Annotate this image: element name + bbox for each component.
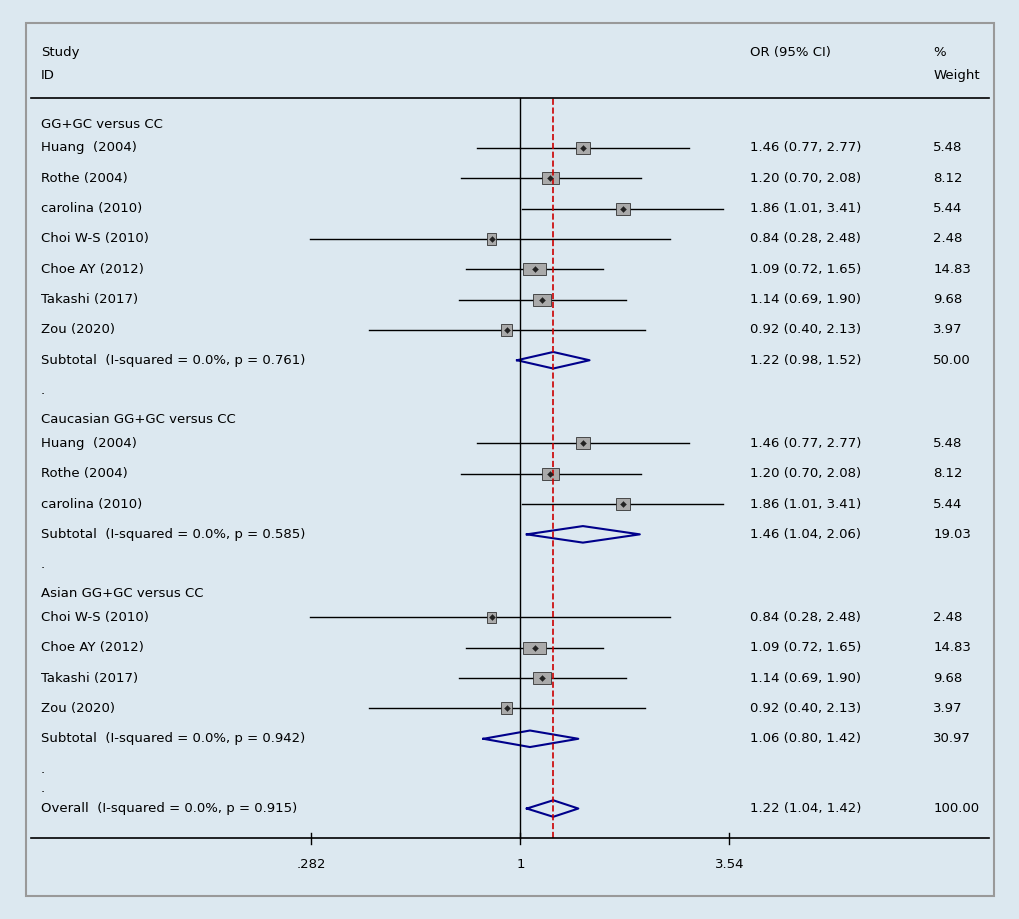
Bar — [523, 641, 545, 653]
Text: 8.12: 8.12 — [932, 467, 962, 481]
Text: Zou (2020): Zou (2020) — [41, 702, 115, 715]
Text: .: . — [41, 558, 45, 572]
Text: Choe AY (2012): Choe AY (2012) — [41, 263, 144, 276]
Text: 0.84 (0.28, 2.48): 0.84 (0.28, 2.48) — [749, 611, 860, 624]
Text: 1.22 (0.98, 1.52): 1.22 (0.98, 1.52) — [749, 354, 860, 367]
Text: 5.48: 5.48 — [932, 142, 962, 154]
Text: 3.97: 3.97 — [932, 323, 962, 336]
Text: 5.44: 5.44 — [932, 497, 962, 511]
Text: 9.68: 9.68 — [932, 293, 962, 306]
Text: 1.46 (0.77, 2.77): 1.46 (0.77, 2.77) — [749, 437, 860, 450]
Text: 1.86 (1.01, 3.41): 1.86 (1.01, 3.41) — [749, 497, 860, 511]
Text: Huang  (2004): Huang (2004) — [41, 437, 137, 450]
Text: .: . — [41, 782, 45, 795]
Text: Asian GG+GC versus CC: Asian GG+GC versus CC — [41, 587, 203, 600]
Text: 1.20 (0.70, 2.08): 1.20 (0.70, 2.08) — [749, 467, 860, 481]
Text: Takashi (2017): Takashi (2017) — [41, 293, 138, 306]
Bar — [576, 142, 589, 154]
Text: Takashi (2017): Takashi (2017) — [41, 672, 138, 685]
Text: 0.92 (0.40, 2.13): 0.92 (0.40, 2.13) — [749, 323, 860, 336]
Text: ID: ID — [41, 69, 55, 82]
Text: Weight: Weight — [932, 69, 979, 82]
Bar — [576, 437, 589, 449]
Text: .282: .282 — [297, 858, 325, 871]
Text: Overall  (I-squared = 0.0%, p = 0.915): Overall (I-squared = 0.0%, p = 0.915) — [41, 802, 297, 815]
Text: 1.20 (0.70, 2.08): 1.20 (0.70, 2.08) — [749, 172, 860, 185]
Text: carolina (2010): carolina (2010) — [41, 497, 142, 511]
Text: OR (95% CI): OR (95% CI) — [749, 46, 829, 59]
Text: 1.14 (0.69, 1.90): 1.14 (0.69, 1.90) — [749, 672, 860, 685]
Text: .: . — [41, 384, 45, 397]
Text: Zou (2020): Zou (2020) — [41, 323, 115, 336]
Text: Choi W-S (2010): Choi W-S (2010) — [41, 233, 149, 245]
Text: 1.46 (1.04, 2.06): 1.46 (1.04, 2.06) — [749, 528, 860, 541]
Text: 1.46 (0.77, 2.77): 1.46 (0.77, 2.77) — [749, 142, 860, 154]
Bar — [500, 702, 512, 714]
Text: 30.97: 30.97 — [932, 732, 970, 745]
Text: Subtotal  (I-squared = 0.0%, p = 0.942): Subtotal (I-squared = 0.0%, p = 0.942) — [41, 732, 305, 745]
Bar — [500, 324, 512, 336]
Text: 0.84 (0.28, 2.48): 0.84 (0.28, 2.48) — [749, 233, 860, 245]
Text: 14.83: 14.83 — [932, 641, 970, 654]
Bar — [532, 294, 550, 306]
Text: Huang  (2004): Huang (2004) — [41, 142, 137, 154]
Text: Study: Study — [41, 46, 79, 59]
Text: 19.03: 19.03 — [932, 528, 970, 541]
Bar — [542, 173, 558, 185]
Bar — [486, 611, 495, 623]
Text: Choi W-S (2010): Choi W-S (2010) — [41, 611, 149, 624]
Text: 3.97: 3.97 — [932, 702, 962, 715]
Text: 9.68: 9.68 — [932, 672, 962, 685]
Text: Caucasian GG+GC versus CC: Caucasian GG+GC versus CC — [41, 413, 235, 426]
Bar — [542, 468, 558, 480]
Text: Rothe (2004): Rothe (2004) — [41, 172, 127, 185]
FancyBboxPatch shape — [25, 23, 994, 896]
Text: 5.44: 5.44 — [932, 202, 962, 215]
Text: 1.22 (1.04, 1.42): 1.22 (1.04, 1.42) — [749, 802, 860, 815]
Text: 2.48: 2.48 — [932, 611, 962, 624]
Text: 1.09 (0.72, 1.65): 1.09 (0.72, 1.65) — [749, 641, 860, 654]
Text: 5.48: 5.48 — [932, 437, 962, 450]
Text: Subtotal  (I-squared = 0.0%, p = 0.585): Subtotal (I-squared = 0.0%, p = 0.585) — [41, 528, 305, 541]
Text: 50.00: 50.00 — [932, 354, 970, 367]
Text: 14.83: 14.83 — [932, 263, 970, 276]
Text: 100.00: 100.00 — [932, 802, 978, 815]
Text: %: % — [932, 46, 945, 59]
Bar — [615, 498, 629, 510]
Text: 1: 1 — [516, 858, 524, 871]
Text: .: . — [41, 763, 45, 776]
Bar — [615, 203, 629, 215]
Text: Subtotal  (I-squared = 0.0%, p = 0.761): Subtotal (I-squared = 0.0%, p = 0.761) — [41, 354, 305, 367]
Text: 8.12: 8.12 — [932, 172, 962, 185]
Text: 1.06 (0.80, 1.42): 1.06 (0.80, 1.42) — [749, 732, 860, 745]
Bar — [532, 672, 550, 684]
Text: 2.48: 2.48 — [932, 233, 962, 245]
Bar — [486, 233, 495, 245]
Text: 1.14 (0.69, 1.90): 1.14 (0.69, 1.90) — [749, 293, 860, 306]
Text: 1.09 (0.72, 1.65): 1.09 (0.72, 1.65) — [749, 263, 860, 276]
Text: 1.86 (1.01, 3.41): 1.86 (1.01, 3.41) — [749, 202, 860, 215]
Text: Choe AY (2012): Choe AY (2012) — [41, 641, 144, 654]
Text: carolina (2010): carolina (2010) — [41, 202, 142, 215]
Text: 0.92 (0.40, 2.13): 0.92 (0.40, 2.13) — [749, 702, 860, 715]
Text: GG+GC versus CC: GG+GC versus CC — [41, 118, 162, 130]
Bar — [523, 264, 545, 276]
Text: 3.54: 3.54 — [714, 858, 743, 871]
Text: Rothe (2004): Rothe (2004) — [41, 467, 127, 481]
